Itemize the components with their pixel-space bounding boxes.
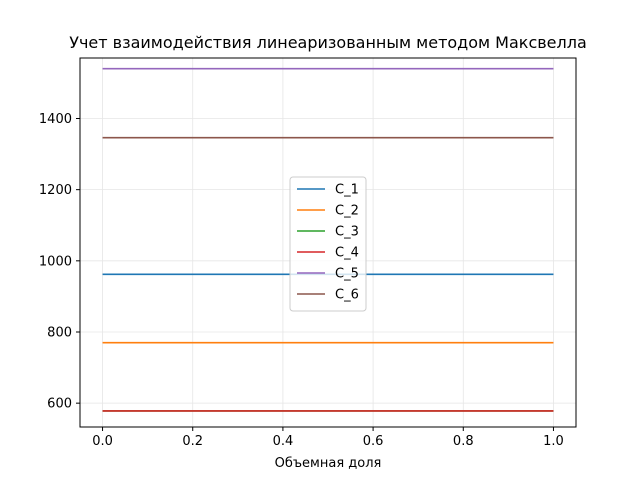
x-tick-label: 0.4 [273, 434, 294, 449]
legend-label: C_3 [335, 225, 359, 240]
y-tick-label: 600 [47, 397, 72, 412]
chart-title: Учет взаимодействия линеаризованным мето… [69, 33, 587, 52]
legend-label: C_1 [335, 183, 359, 198]
y-tick-label: 800 [47, 325, 72, 340]
x-tick-label: 0.2 [182, 434, 203, 449]
x-tick-label: 0.0 [92, 434, 113, 449]
x-tick-label: 0.6 [363, 434, 384, 449]
y-tick-label: 1000 [39, 254, 72, 269]
y-tick-label: 1400 [39, 112, 72, 127]
x-tick-label: 0.8 [453, 434, 474, 449]
y-axis-ticks: 600 800 1000 1200 1400 [39, 112, 80, 412]
legend-label: C_2 [335, 204, 359, 219]
legend-label: C_5 [335, 267, 359, 282]
plot-frame [79, 57, 577, 428]
legend-label: C_6 [335, 288, 359, 303]
x-axis-ticks: 0.0 0.2 0.4 0.6 0.8 1.0 [92, 427, 564, 449]
x-axis-label: Объемная доля [275, 456, 382, 471]
legend-label: C_4 [335, 246, 359, 261]
x-tick-label: 1.0 [543, 434, 564, 449]
legend: C_1 C_2 C_3 C_4 C_5 C_6 [289, 176, 367, 312]
y-tick-label: 1200 [39, 183, 72, 198]
